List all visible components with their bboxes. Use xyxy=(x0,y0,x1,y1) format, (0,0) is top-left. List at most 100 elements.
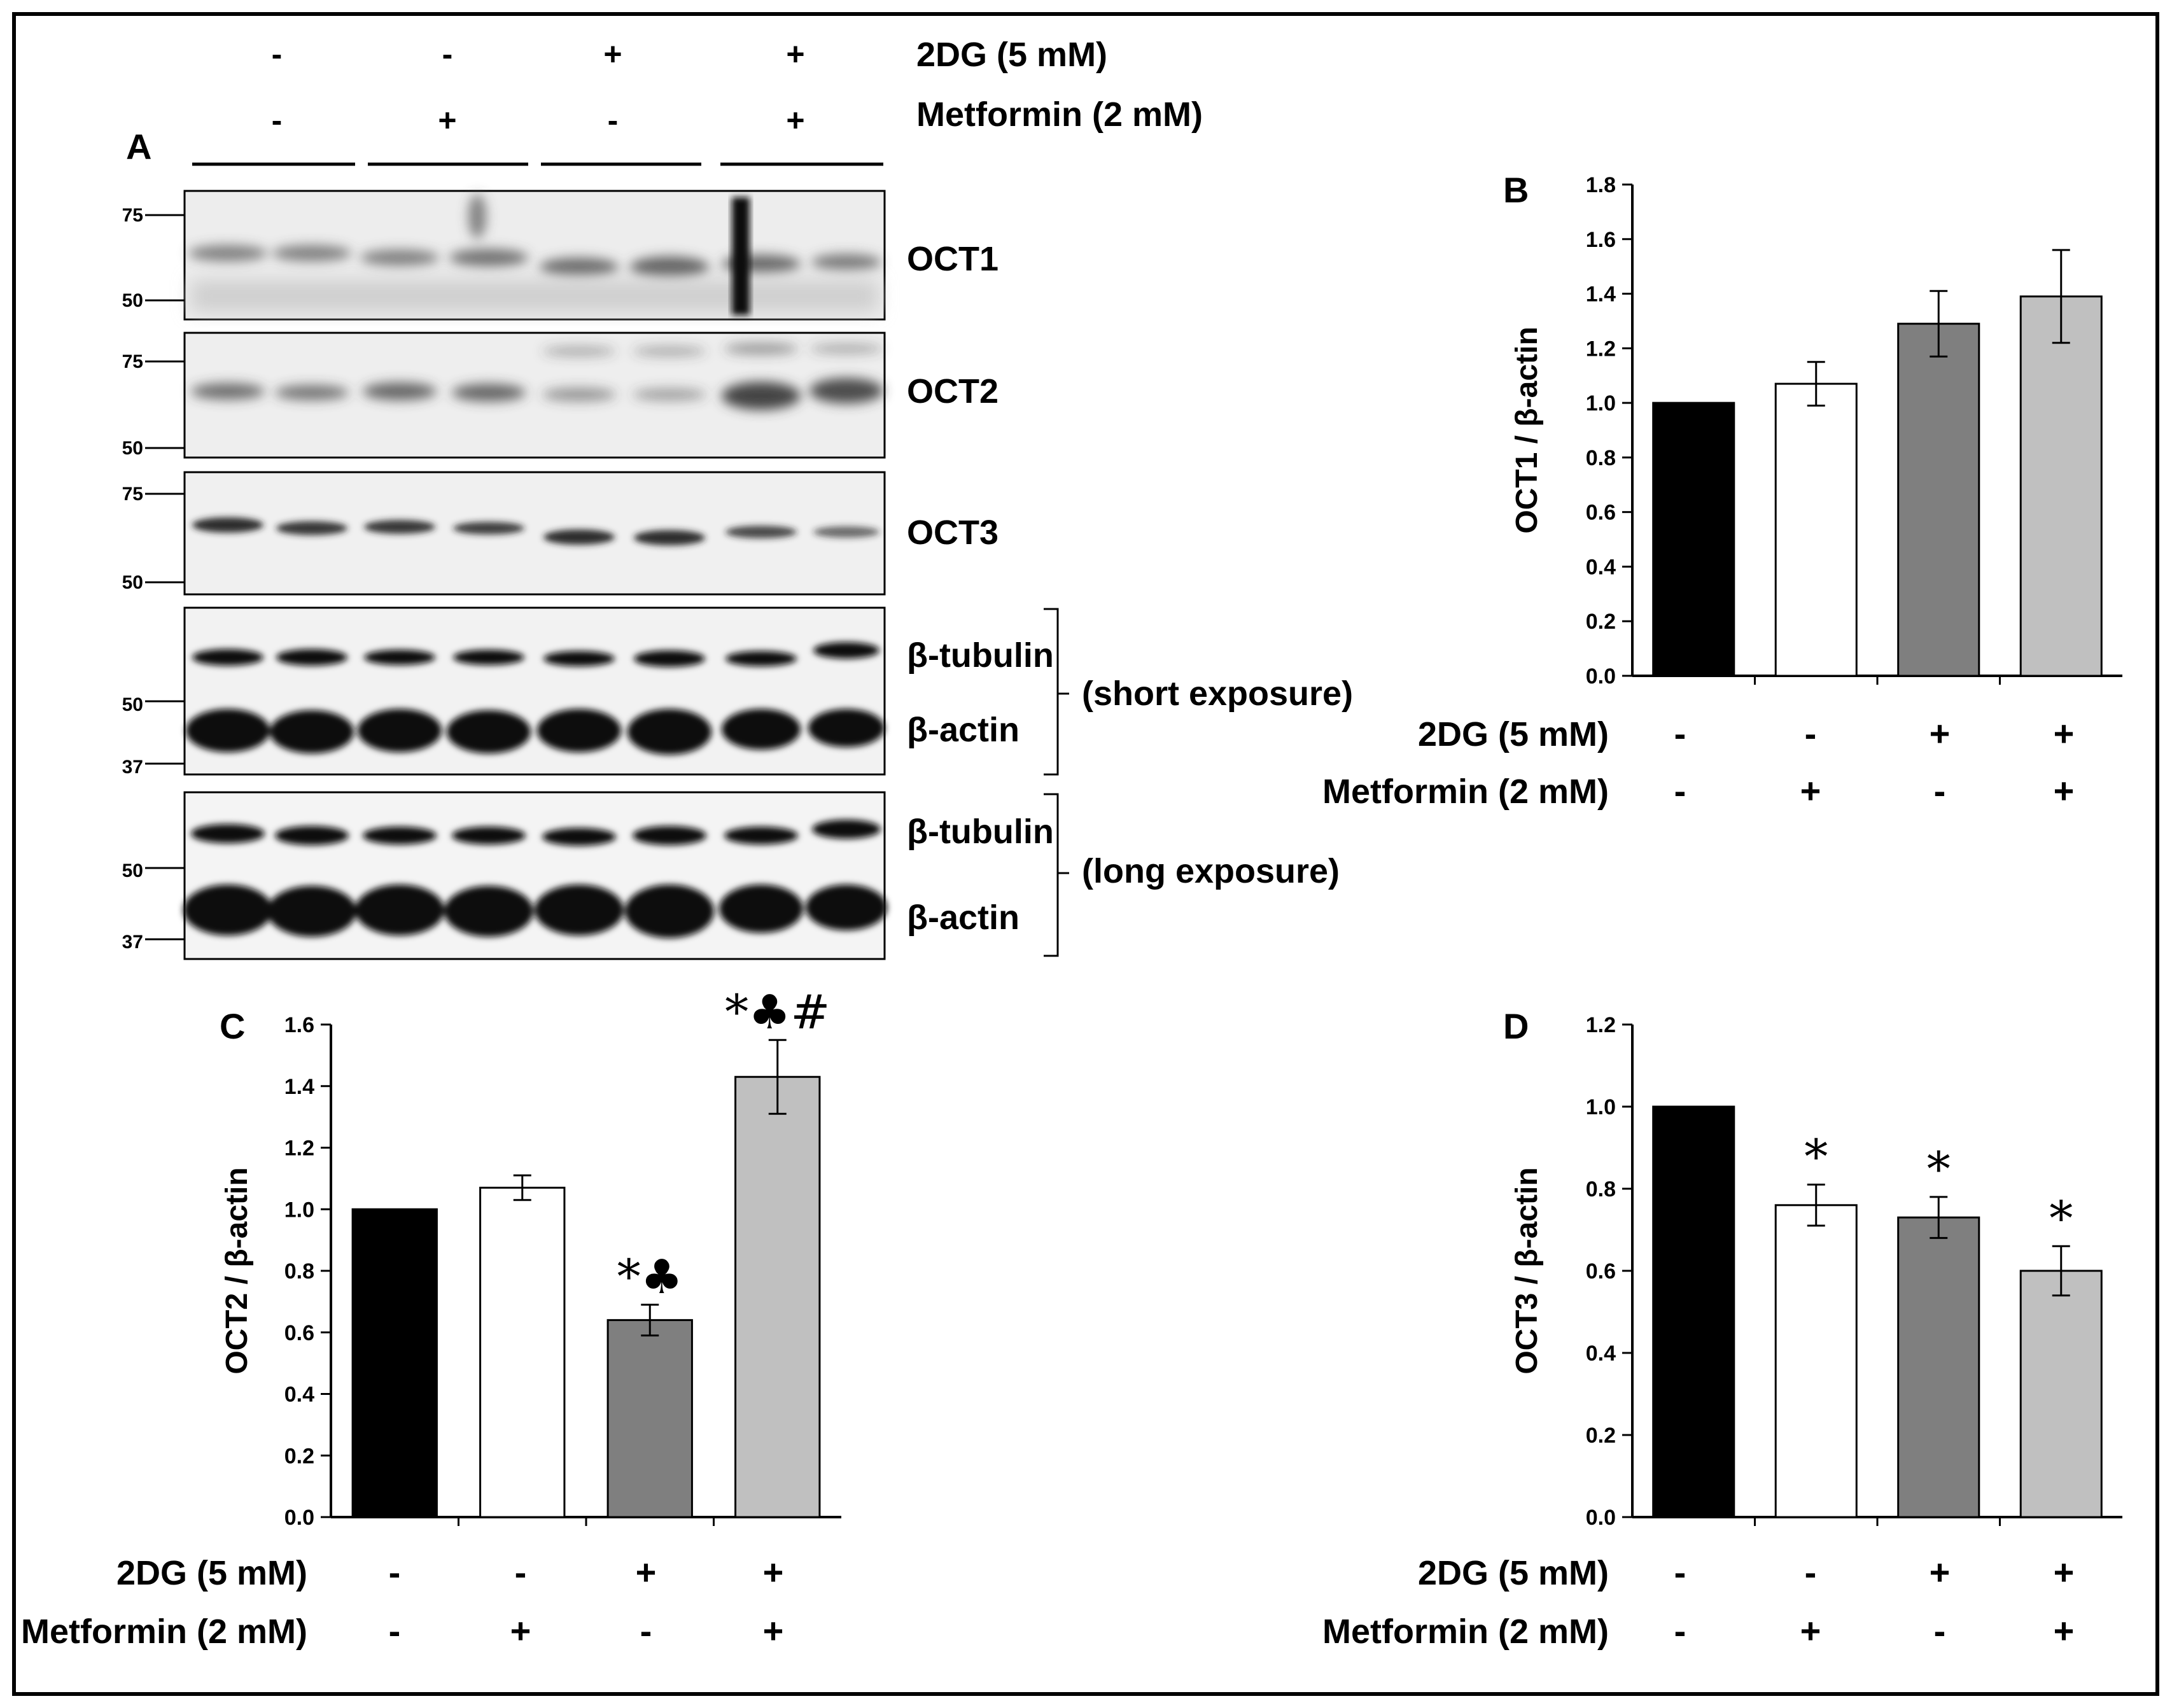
band-label-tubulin-short: β-tubulin xyxy=(907,636,1054,675)
bar-c-1 xyxy=(351,1208,438,1518)
significance-c-3: *♣ xyxy=(617,1250,683,1305)
lane-header: - - + + 2DG (5 mM) - + - + Metformin (2 … xyxy=(192,36,1203,166)
condition-mark-d: - xyxy=(1674,1611,1686,1651)
bar-b-1 xyxy=(1652,402,1735,677)
condition-mark-c: - xyxy=(515,1552,527,1592)
condition-mark-d: + xyxy=(1800,1611,1821,1651)
condition-mark-c: + xyxy=(636,1552,657,1592)
panel-b-oct1-chart: B 0.0 0.2 0.4 0.6 0.8 1.0 1.2 1.4 1.6 1.8 OCT1 / β-… xyxy=(1322,170,2122,811)
header-metformin-lane-4: + xyxy=(786,102,804,138)
condition-label-b-2: Metformin (2 mM) xyxy=(1322,773,1609,811)
condition-label-b-1: 2DG (5 mM) xyxy=(1418,715,1609,753)
panel-c-oct2-chart: C 0.0 0.2 0.4 0.6 0.8 1.0 1.2 1.4 1.6 OCT2 / β-act… xyxy=(21,985,841,1651)
significance-d-3: * xyxy=(1927,1142,1951,1197)
condition-mark-b: - xyxy=(1674,713,1686,753)
blot-oct1-marker-top: 75 xyxy=(122,205,143,226)
y-tick-label-b: 1.2 xyxy=(1586,337,1616,361)
exposure-label-long: (long exposure) xyxy=(1082,852,1340,890)
y-tick-label-b: 1.0 xyxy=(1586,391,1616,416)
y-tick-label-d: 0.4 xyxy=(1586,1341,1616,1366)
y-tick-label-d: 0.0 xyxy=(1586,1506,1616,1530)
header-metformin-label: Metformin (2 mM) xyxy=(916,95,1203,134)
header-2dg-label: 2DG (5 mM) xyxy=(916,36,1107,74)
condition-mark-c: - xyxy=(389,1611,401,1651)
y-tick-label-c: 1.6 xyxy=(284,1013,314,1037)
header-metformin-lane-3: - xyxy=(608,102,619,138)
y-tick-label-b: 0.0 xyxy=(1586,664,1616,689)
panel-letter-c: C xyxy=(220,1006,245,1046)
header-2dg-lane-3: + xyxy=(603,36,622,72)
band-label-actin-short: β-actin xyxy=(907,711,1019,749)
band-label-tubulin-long: β-tubulin xyxy=(907,813,1054,851)
blot-oct2: 75 50 OCT2 xyxy=(122,332,998,459)
panel-d-oct3-chart: D 0.0 0.2 0.4 0.6 0.8 1.0 1.2 OCT3 / β-actin * * * 2… xyxy=(1322,1006,2122,1651)
condition-mark-d: - xyxy=(1805,1552,1817,1592)
y-tick-label-c: 1.0 xyxy=(284,1198,314,1222)
condition-mark-c: - xyxy=(389,1552,401,1592)
bar-b-3 xyxy=(1897,323,1980,677)
y-tick-label-b: 1.8 xyxy=(1586,173,1616,197)
header-2dg-lane-2: - xyxy=(442,36,453,72)
blot-oct1: 75 50 OCT1 xyxy=(122,190,998,321)
y-tick-label-c: 0.6 xyxy=(284,1321,314,1345)
blot-oct1-marker-bottom: 50 xyxy=(122,290,143,311)
band-label-actin-long: β-actin xyxy=(907,899,1019,937)
panel-letter-a: A xyxy=(126,127,151,167)
condition-label-d-1: 2DG (5 mM) xyxy=(1418,1554,1609,1592)
exposure-label-short: (short exposure) xyxy=(1082,675,1353,713)
condition-mark-d: + xyxy=(2054,1552,2075,1592)
blot-long-marker-bottom: 37 xyxy=(122,932,143,953)
header-2dg-lane-4: + xyxy=(786,36,804,72)
blot-oct2-marker-top: 75 xyxy=(122,351,143,372)
condition-mark-d: + xyxy=(1930,1552,1951,1592)
condition-mark-b: - xyxy=(1934,771,1946,811)
y-tick-label-b: 1.4 xyxy=(1586,283,1616,307)
condition-mark-c: + xyxy=(763,1611,784,1651)
condition-mark-b: + xyxy=(1800,771,1821,811)
y-axis-title-b: OCT1 / β-actin xyxy=(1510,326,1544,533)
blot-oct3: 75 50 OCT3 xyxy=(122,471,998,596)
blot-loading-short: 50 37 β-tubulin β-actin (short exposure) xyxy=(122,606,1353,778)
y-tick-label-b: 0.6 xyxy=(1586,501,1616,525)
y-tick-label-c: 0.8 xyxy=(284,1259,314,1284)
condition-label-d-2: Metformin (2 mM) xyxy=(1322,1613,1609,1651)
y-tick-label-b: 0.2 xyxy=(1586,610,1616,634)
y-axis-title-c: OCT2 / β-actin xyxy=(220,1167,254,1374)
header-metformin-lane-2: + xyxy=(438,102,456,138)
blot-short-marker-top: 50 xyxy=(122,694,143,715)
bar-c-2 xyxy=(479,1186,566,1518)
bracket-long xyxy=(1044,793,1069,957)
bar-d-2 xyxy=(1774,1204,1858,1518)
y-tick-label-d: 0.2 xyxy=(1586,1424,1616,1448)
y-tick-label-d: 0.6 xyxy=(1586,1259,1616,1284)
condition-mark-d: - xyxy=(1674,1552,1686,1592)
y-tick-label-c: 0.4 xyxy=(284,1383,314,1407)
y-axis-title-d: OCT3 / β-actin xyxy=(1510,1167,1544,1374)
header-metformin-lane-1: - xyxy=(272,102,283,138)
header-2dg-lane-1: - xyxy=(272,36,283,72)
significance-d-2: * xyxy=(1804,1130,1828,1185)
condition-mark-d: + xyxy=(2054,1611,2075,1651)
blot-loading-long: 50 37 β-tubulin β-actin (long exposure) xyxy=(122,791,1340,960)
blot-long-marker-top: 50 xyxy=(122,860,143,881)
condition-mark-b: + xyxy=(1930,713,1951,753)
figure-frame xyxy=(12,12,2159,1696)
condition-label-c-2: Metformin (2 mM) xyxy=(21,1613,307,1651)
condition-mark-b: - xyxy=(1805,713,1817,753)
y-tick-label-c: 0.0 xyxy=(284,1506,314,1530)
blot-short-marker-bottom: 37 xyxy=(122,757,143,778)
panel-letter-d: D xyxy=(1503,1006,1529,1046)
blot-oct3-marker-bottom: 50 xyxy=(122,572,143,593)
y-tick-label-d: 0.8 xyxy=(1586,1177,1616,1201)
condition-mark-d: - xyxy=(1934,1611,1946,1651)
y-tick-label-c: 1.2 xyxy=(284,1137,314,1161)
condition-mark-c: - xyxy=(640,1611,652,1651)
bar-d-4 xyxy=(2019,1270,2103,1518)
y-tick-label-b: 0.4 xyxy=(1586,555,1616,579)
bar-d-3 xyxy=(1897,1216,1980,1518)
bar-b-4 xyxy=(2019,295,2103,677)
panel-letter-b: B xyxy=(1503,170,1529,210)
condition-mark-b: + xyxy=(2054,713,2075,753)
condition-label-c-1: 2DG (5 mM) xyxy=(116,1554,307,1592)
